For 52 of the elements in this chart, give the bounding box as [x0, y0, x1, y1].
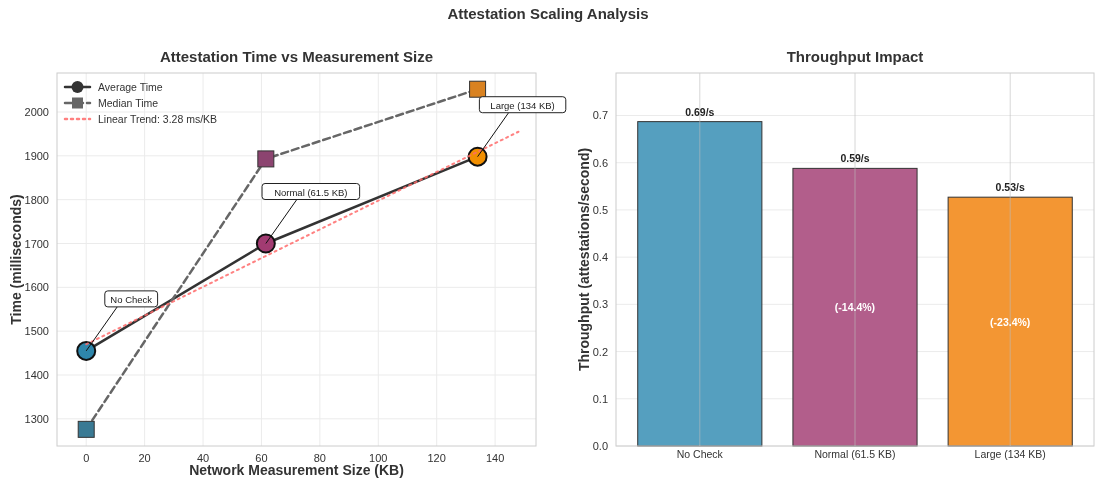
- y-tick-label: 1600: [24, 281, 49, 294]
- x-tick-label: 80: [313, 452, 326, 464]
- annotation: No Check: [110, 293, 153, 305]
- y-tick-label: 1400: [24, 368, 49, 381]
- y-tick-label: 0.0: [592, 440, 608, 452]
- annotation: Large (134 KB): [490, 99, 555, 111]
- y-tick-label: 1500: [24, 325, 49, 338]
- point: [255, 233, 276, 254]
- text: Attestation Scaling Analysis: [447, 5, 649, 22]
- x-tick-label: 120: [427, 452, 446, 464]
- legend-label: Median Time: [98, 97, 159, 109]
- y-tick-label: 2000: [24, 106, 49, 119]
- chart-title: Attestation Time vs Measurement Size: [159, 48, 434, 65]
- legend-label: Linear Trend: 3.28 ms/KB: [98, 113, 218, 125]
- y-axis-title: Throughput (attestations/second): [576, 147, 592, 372]
- annotation: (-23.4%): [990, 315, 1031, 328]
- data-label: 0.69/s: [685, 105, 715, 118]
- x-tick-label: 40: [196, 452, 210, 464]
- x-tick-label: No Check: [676, 448, 724, 460]
- point: [257, 150, 275, 168]
- annotation: Normal (61.5 KB): [274, 186, 348, 198]
- y-tick-label: 1700: [24, 237, 49, 250]
- y-tick-label: 0.3: [592, 298, 608, 311]
- point: [469, 80, 487, 98]
- bar: [947, 196, 1073, 447]
- y-tick-label: 1900: [24, 149, 49, 162]
- y-tick-label: 1800: [24, 193, 49, 206]
- y-tick-label: 0.5: [592, 203, 608, 216]
- bar: [792, 167, 918, 447]
- bar: [637, 121, 763, 447]
- x-tick-label: Normal (61.5 KB): [814, 448, 896, 460]
- x-tick-label: Large (134 KB): [974, 448, 1046, 460]
- data-label: 0.53/s: [995, 181, 1025, 194]
- point: [76, 340, 97, 361]
- x-tick-label: 0: [83, 452, 90, 464]
- y-axis-title: Time (milliseconds): [8, 194, 24, 325]
- y-tick-label: 0.2: [592, 345, 608, 358]
- y-tick-label: 0.4: [592, 251, 608, 264]
- data-label: 0.59/s: [840, 152, 870, 165]
- y-tick-label: 0.1: [592, 392, 608, 405]
- chart-title: Throughput Impact: [786, 48, 924, 65]
- x-axis-title: Network Measurement Size (KB): [189, 462, 404, 478]
- point: [77, 420, 95, 438]
- x-tick-label: 20: [138, 452, 151, 464]
- y-tick-label: 1300: [24, 412, 49, 425]
- x-tick-label: 60: [255, 452, 268, 464]
- y-tick-label: 0.7: [592, 109, 608, 122]
- x-tick-label: 100: [369, 452, 388, 464]
- y-tick-label: 0.6: [592, 156, 608, 169]
- x-tick-label: 140: [485, 452, 505, 464]
- legend-label: Average Time: [98, 81, 163, 93]
- annotation: (-14.4%): [834, 301, 876, 314]
